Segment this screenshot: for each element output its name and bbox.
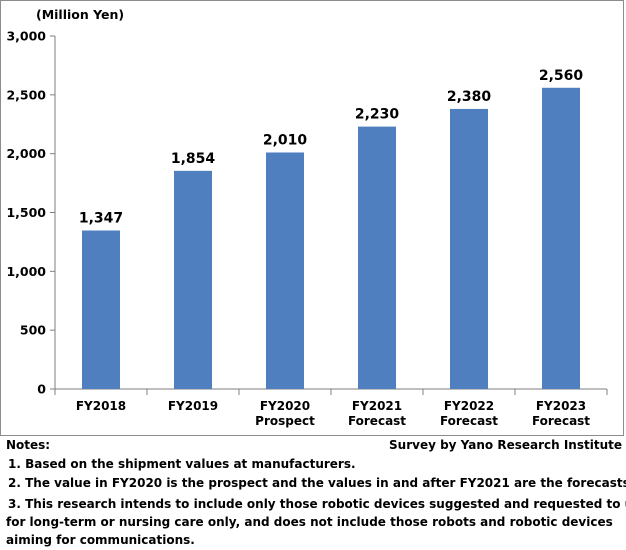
bar xyxy=(358,126,396,389)
x-category-label: FY2019 xyxy=(168,399,218,413)
x-category-label: FY2022 xyxy=(444,399,494,413)
note-item-3-cont-2: aiming for communications. xyxy=(6,533,195,547)
note-item-2: 2. The value in FY2020 is the prospect a… xyxy=(8,476,626,490)
bar-value-label: 2,560 xyxy=(539,68,584,84)
x-category-label: FY2021 xyxy=(352,399,402,413)
bar xyxy=(174,170,212,389)
y-tick-label: 3,000 xyxy=(6,29,46,44)
unit-label: (Million Yen) xyxy=(36,7,125,22)
x-category-label: Forecast xyxy=(348,414,406,428)
bar-value-label: 2,230 xyxy=(355,107,400,123)
x-category-label: Forecast xyxy=(440,414,498,428)
bar-value-label: 2,380 xyxy=(447,89,492,105)
bar-chart: 3,000 2,500 2,000 1,500 1,000 500 0 1,347 FY2018… xyxy=(6,29,608,428)
bar xyxy=(450,108,488,389)
bar-value-label: 1,347 xyxy=(79,211,123,227)
notes-section: Notes: Survey by Yano Research Institute… xyxy=(0,436,626,550)
x-category-label: FY2018 xyxy=(76,399,126,413)
y-tick-label: 500 xyxy=(20,323,46,338)
x-category-label: FY2020 xyxy=(260,399,310,413)
note-item-3: 3. This research intends to include only… xyxy=(8,497,626,511)
note-item-1: 1. Based on the shipment values at manuf… xyxy=(8,457,356,471)
x-category-label: Prospect xyxy=(255,414,315,428)
y-tick-label: 2,000 xyxy=(6,146,46,161)
source-credit: Survey by Yano Research Institute xyxy=(389,438,622,452)
y-tick-label: 1,500 xyxy=(6,205,46,220)
bar xyxy=(82,230,120,389)
y-tick-label: 2,500 xyxy=(6,87,46,102)
x-category-label: FY2023 xyxy=(536,399,586,413)
bar-value-label: 2,010 xyxy=(263,132,308,148)
bar xyxy=(542,87,580,390)
y-tick-label: 0 xyxy=(37,382,46,397)
bar-value-label: 1,854 xyxy=(171,151,216,167)
bar xyxy=(266,152,304,389)
note-item-3-cont-1: for long-term or nursing care only, and … xyxy=(6,515,613,529)
y-tick-label: 1,000 xyxy=(6,264,46,279)
notes-heading: Notes: xyxy=(6,438,51,452)
chart-frame xyxy=(0,0,624,436)
x-category-label: Forecast xyxy=(532,414,590,428)
